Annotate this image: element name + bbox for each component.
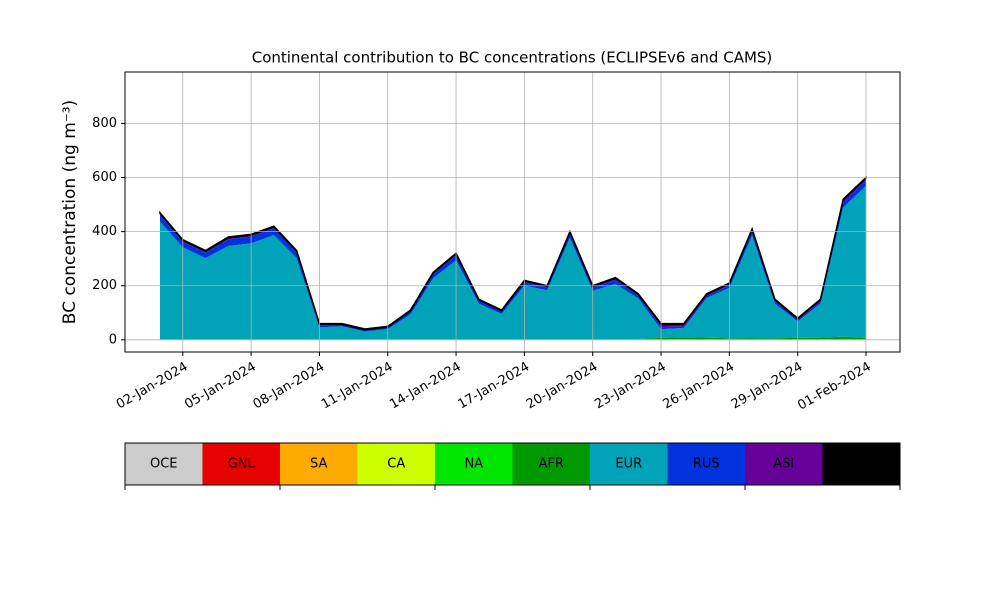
y-axis-label: BC concentration (ng m⁻³) <box>60 100 80 324</box>
x-tick-label: 17-Jan-2024 <box>456 360 533 413</box>
plot-frame <box>124 71 901 353</box>
x-tick-label: 29-Jan-2024 <box>729 360 806 413</box>
chart-title: Continental contribution to BC concentra… <box>252 49 773 67</box>
x-tick-label: 20-Jan-2024 <box>524 360 601 413</box>
legend-label: RUS <box>693 457 720 472</box>
legend-label: SA <box>310 457 327 472</box>
x-tick-label: 05-Jan-2024 <box>182 360 259 413</box>
y-tick-label: 800 <box>92 116 117 131</box>
legend-label: CA <box>387 457 405 472</box>
y-tick-label: 400 <box>92 224 117 239</box>
x-tick-label: 23-Jan-2024 <box>592 360 669 413</box>
legend-swatch <box>280 443 358 485</box>
area <box>160 185 866 340</box>
x-tick-label: 01-Feb-2024 <box>795 360 874 414</box>
legend-swatch <box>590 443 668 485</box>
legend-label: GNL <box>228 457 256 472</box>
legend-label: AFR <box>539 457 564 472</box>
x-tick-label: 14-Jan-2024 <box>387 360 464 413</box>
x-tick-label: 11-Jan-2024 <box>319 360 396 413</box>
legend-label: AUS <box>848 457 875 472</box>
y-tick-label: 200 <box>92 278 117 293</box>
legend-swatch <box>435 443 513 485</box>
x-tick-label: 02-Jan-2024 <box>114 360 191 413</box>
legend-swatch <box>822 443 900 485</box>
legend-swatch <box>357 443 435 485</box>
area <box>160 336 866 340</box>
legend-swatch <box>512 443 590 485</box>
x-tick-label: 26-Jan-2024 <box>661 360 738 413</box>
legend-swatch <box>125 443 203 485</box>
x-tick-label: 08-Jan-2024 <box>251 360 328 413</box>
y-tick-label: 0 <box>109 332 117 347</box>
y-tick-label: 600 <box>92 170 117 185</box>
legend-label: ASI <box>773 457 794 472</box>
legend-swatch <box>745 443 823 485</box>
legend-label: OCE <box>150 457 178 472</box>
legend-label: NA <box>464 457 483 472</box>
legend-frame <box>124 442 901 486</box>
legend-label: EUR <box>615 457 642 472</box>
legend-swatch <box>667 443 745 485</box>
legend-swatch <box>202 443 280 485</box>
